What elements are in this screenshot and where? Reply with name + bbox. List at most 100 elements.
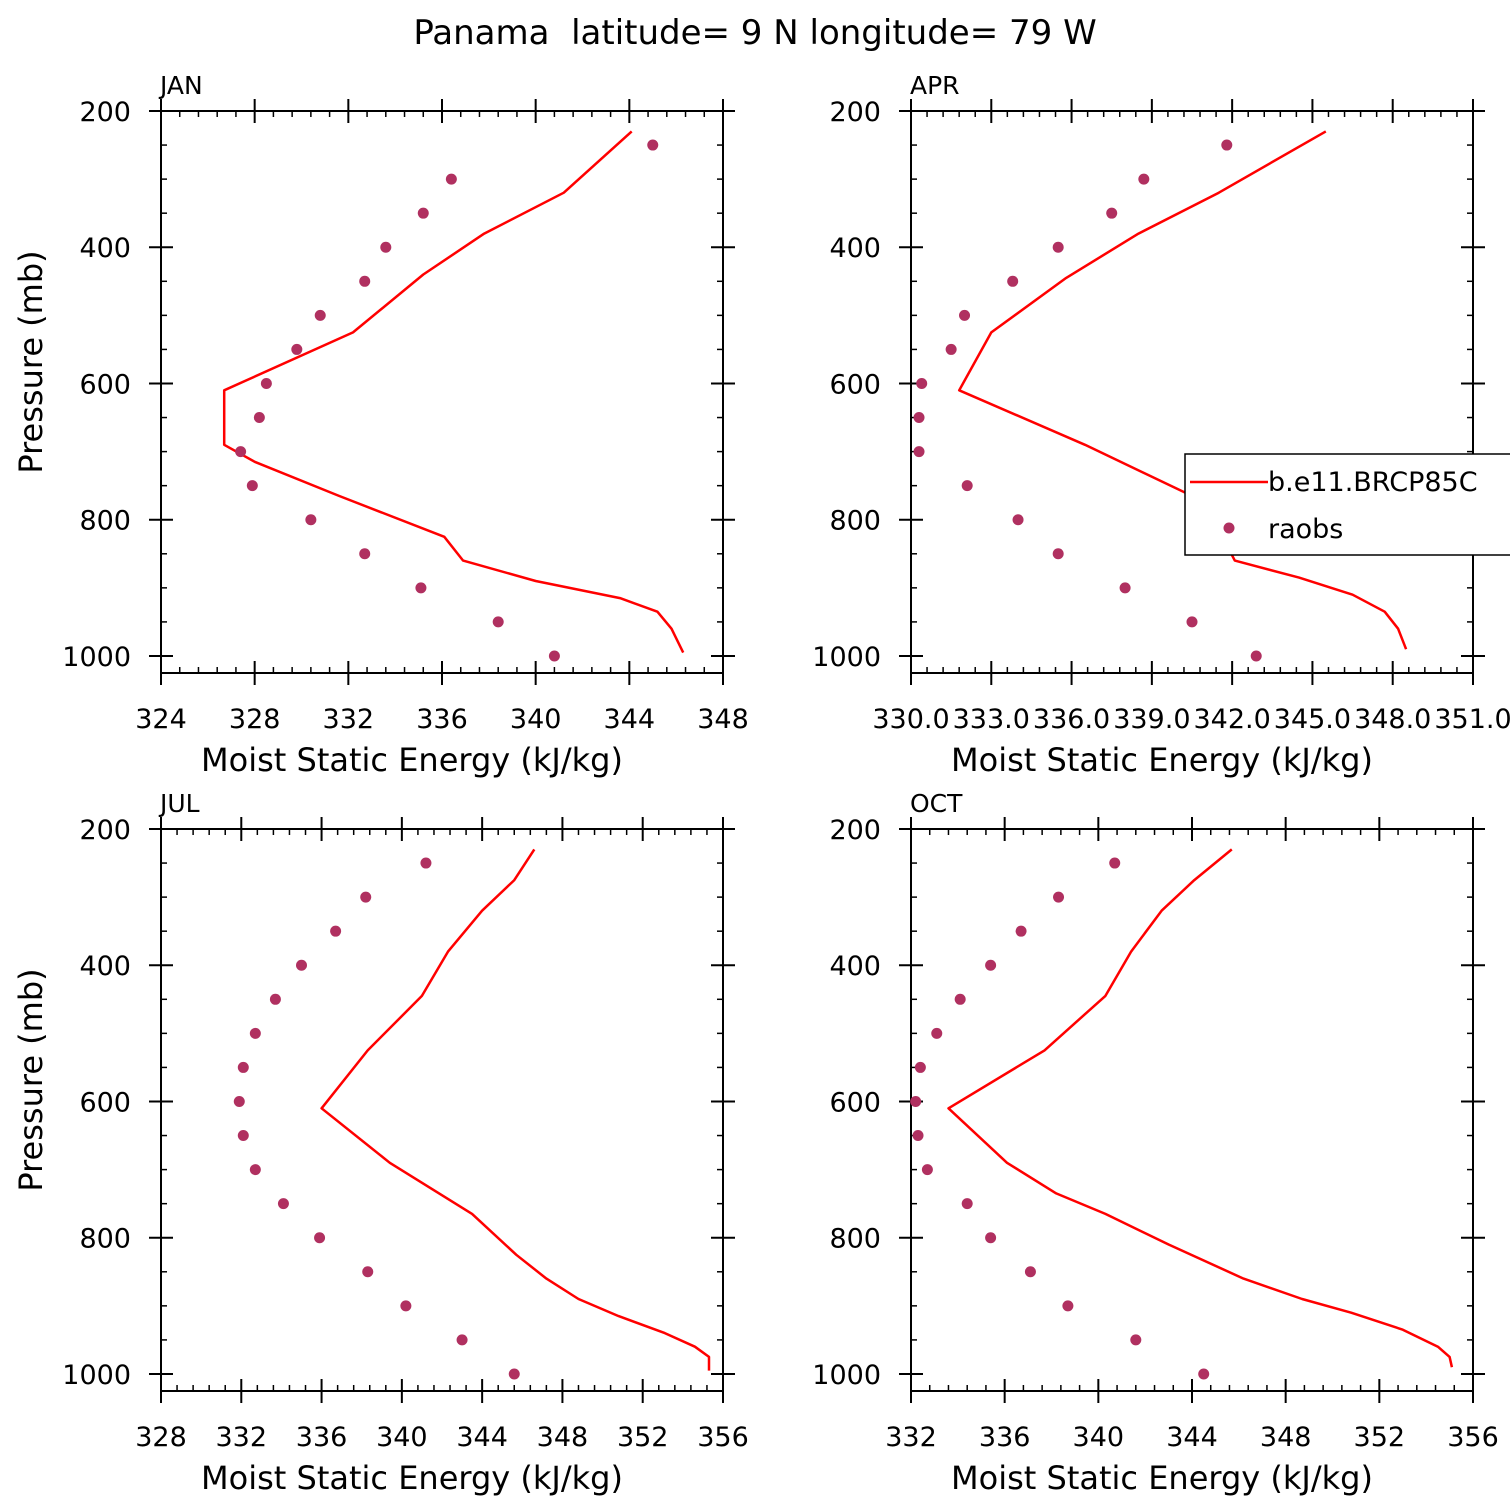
raobs-point <box>910 1095 922 1107</box>
raobs-point <box>931 1027 943 1039</box>
y-tick-label: 400 <box>829 233 881 264</box>
raobs-point <box>961 1198 973 1210</box>
raobs-point <box>1250 650 1262 662</box>
raobs-point <box>291 343 303 355</box>
raobs-point <box>492 616 504 628</box>
raobs-point <box>1221 139 1233 151</box>
panel-apr: 200 400 600 800 1000 330.0 333.0 336.0 339.0 342.… <box>812 71 1510 779</box>
panel-label: JAN <box>158 71 203 100</box>
x-axis-label: Moist Static Energy (kJ/kg) <box>951 741 1373 779</box>
raobs-point <box>237 1061 249 1073</box>
x-tick-label: 348 <box>697 704 749 735</box>
x-tick-label: 336 <box>296 1422 348 1453</box>
raobs-point <box>253 412 265 424</box>
raobs-point <box>1186 616 1198 628</box>
raobs-point <box>233 1095 245 1107</box>
x-tick-label: 339.0 <box>1113 704 1190 735</box>
raobs-point <box>1109 857 1121 869</box>
x-axis-label: Moist Static Energy (kJ/kg) <box>201 741 623 779</box>
raobs-point <box>1106 207 1118 219</box>
x-tick-label: 340 <box>510 704 562 735</box>
y-tick-label: 1000 <box>812 642 881 673</box>
raobs-point <box>916 377 928 389</box>
y-tick-label: 1000 <box>62 1360 131 1391</box>
y-tick-label: 800 <box>79 506 131 537</box>
model-line <box>947 848 1454 1368</box>
y-tick-label: 600 <box>79 1087 131 1118</box>
raobs-point <box>1007 275 1019 287</box>
raobs-point <box>913 446 925 458</box>
raobs-point <box>913 412 925 424</box>
x-tick-label: 344 <box>604 704 656 735</box>
x-tick-label: 342.0 <box>1193 704 1270 735</box>
y-tick-label: 1000 <box>62 642 131 673</box>
y-tick-label: 200 <box>79 815 131 846</box>
raobs-point <box>961 480 973 492</box>
raobs-point <box>360 891 372 903</box>
x-tick-label: 333.0 <box>953 704 1030 735</box>
raobs-point <box>260 377 272 389</box>
raobs-point <box>985 959 997 971</box>
raobs-point <box>954 993 966 1005</box>
legend-box <box>1184 453 1510 556</box>
model-line <box>222 130 685 654</box>
x-tick-label: 352 <box>617 1422 669 1453</box>
y-tick-label: 1000 <box>812 1360 881 1391</box>
raobs-point <box>1130 1334 1142 1346</box>
raobs-point <box>548 650 560 662</box>
x-tick-label: 348 <box>537 1422 589 1453</box>
x-tick-label: 344 <box>456 1422 508 1453</box>
raobs-point <box>1138 173 1150 185</box>
y-tick-label: 600 <box>829 1087 881 1118</box>
raobs-point <box>1015 925 1027 937</box>
x-axis-label: Moist Static Energy (kJ/kg) <box>951 1459 1373 1497</box>
x-tick-label: 344 <box>1166 1422 1218 1453</box>
y-tick-label: 600 <box>829 369 881 400</box>
y-tick-label: 400 <box>79 951 131 982</box>
raobs-point <box>314 309 326 321</box>
legend-marker-swatch <box>1223 522 1235 534</box>
x-tick-label: 348.0 <box>1354 704 1431 735</box>
raobs-point <box>246 480 258 492</box>
x-tick-label: 328 <box>229 704 281 735</box>
x-tick-label: 356 <box>697 1422 749 1453</box>
raobs-point <box>985 1232 997 1244</box>
raobs-point <box>959 309 971 321</box>
raobs-point <box>237 1130 249 1142</box>
x-tick-label: 332 <box>885 1422 937 1453</box>
figure-title: Panama latitude= 9 N longitude= 79 W <box>413 13 1096 53</box>
y-axis-label: Pressure (mb) <box>12 250 50 473</box>
model-line <box>320 848 711 1371</box>
x-tick-label: 336.0 <box>1033 704 1110 735</box>
raobs-point <box>415 582 427 594</box>
raobs-point <box>296 959 307 971</box>
model-line <box>957 130 1408 650</box>
x-tick-label: 336 <box>979 1422 1031 1453</box>
y-tick-label: 800 <box>829 1224 881 1255</box>
legend: b.e11.BRCP85C raobs <box>1184 453 1510 556</box>
x-tick-label: 348 <box>1260 1422 1312 1453</box>
y-tick-label: 800 <box>829 506 881 537</box>
x-tick-label: 340 <box>1073 1422 1125 1453</box>
y-tick-label: 200 <box>829 815 881 846</box>
panel-label: OCT <box>910 789 963 818</box>
raobs-point <box>1012 514 1024 526</box>
raobs-point <box>647 139 659 151</box>
raobs-point <box>417 207 429 219</box>
x-tick-label: 336 <box>416 704 468 735</box>
raobs-point <box>314 1232 326 1244</box>
x-tick-label: 356 <box>1447 1422 1499 1453</box>
raobs-point <box>445 173 457 185</box>
y-tick-label: 200 <box>79 97 131 128</box>
raobs-point <box>914 1061 926 1073</box>
y-tick-label: 600 <box>79 369 131 400</box>
raobs-point <box>330 925 342 937</box>
x-axis-label: Moist Static Energy (kJ/kg) <box>201 1459 623 1497</box>
x-tick-label: 330.0 <box>872 704 949 735</box>
plot-frame <box>910 110 1474 674</box>
raobs-point <box>249 1027 261 1039</box>
